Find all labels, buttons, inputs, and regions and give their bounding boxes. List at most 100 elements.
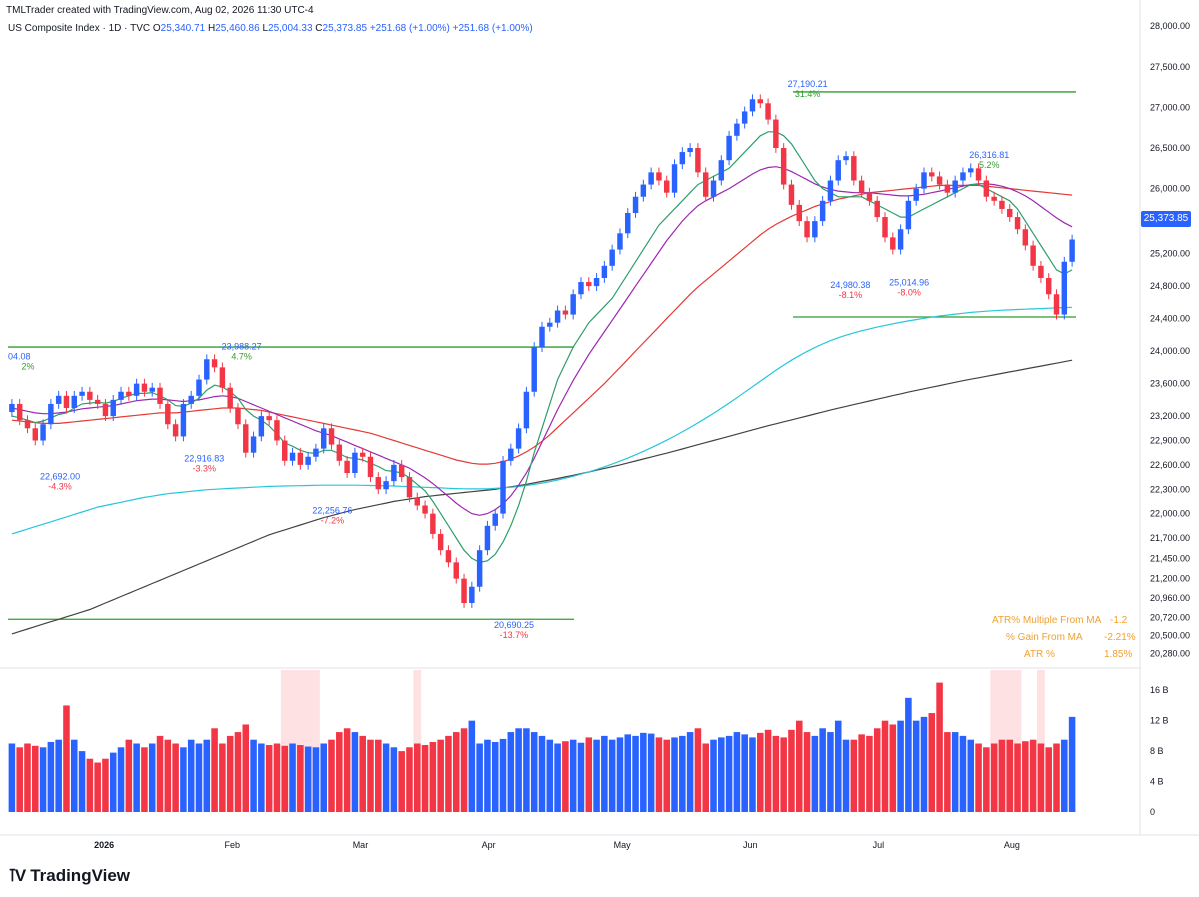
candle-body [866, 192, 873, 201]
volume-bar [718, 737, 725, 812]
volume-bar [102, 758, 109, 812]
volume-bar [211, 728, 218, 812]
volume-bar [842, 739, 850, 812]
volume-bar [375, 739, 382, 812]
candle-body [1038, 265, 1044, 278]
volume-tick-label: 8 B [1150, 746, 1164, 756]
candle-body [235, 408, 241, 425]
price-tick-label: 20,960.00 [1150, 593, 1190, 603]
volume-bar [390, 747, 398, 812]
candle-body [531, 347, 537, 392]
volume-bar [273, 743, 281, 812]
candle-body [734, 123, 740, 136]
candle-body [968, 168, 974, 173]
volume-bar [686, 732, 694, 812]
volume-bar [452, 732, 460, 812]
candle-body [702, 172, 709, 197]
candle-body [313, 448, 319, 457]
time-tick-label: Apr [482, 840, 496, 850]
candle-body [991, 196, 997, 201]
volume-bar [912, 720, 920, 812]
volume-bar [655, 737, 663, 812]
swing-pct-label: -8.0% [897, 287, 921, 297]
price-tick-label: 22,300.00 [1150, 484, 1190, 494]
swing-price-label: 23,988.27 [222, 342, 262, 352]
atr-pct-label: ATR % [1024, 649, 1055, 660]
volume-bar [460, 728, 468, 812]
volume-bar [1053, 743, 1060, 812]
candle-body [149, 387, 155, 392]
candle-body [32, 428, 39, 441]
volume-bar [281, 745, 289, 812]
volume-bar [772, 735, 780, 812]
candle-body [196, 379, 202, 396]
candle-body [243, 424, 249, 453]
candle-body [352, 452, 358, 473]
candle-body [983, 180, 990, 197]
candle-body [819, 200, 826, 222]
candle-body [554, 310, 561, 323]
candle-body [266, 416, 272, 421]
candle-body [632, 196, 639, 213]
candle-body [796, 204, 802, 222]
volume-bar [983, 747, 990, 812]
close-label: C [315, 23, 323, 34]
candle-body [617, 233, 623, 250]
candle-body [578, 282, 584, 295]
candle-body [1030, 245, 1036, 266]
volume-bar [398, 751, 405, 812]
candle-body [640, 184, 647, 197]
candle-body [484, 525, 491, 551]
volume-bar [944, 732, 951, 812]
candle-body [710, 180, 717, 197]
time-tick-label: 2026 [94, 840, 114, 850]
last-price-tag: 25,373.85 [1141, 211, 1191, 227]
candle-body [437, 533, 444, 551]
candle-body [492, 513, 498, 526]
tradingview-logo[interactable]: ⊺V TradingView [8, 866, 130, 886]
volume-bar [663, 739, 671, 812]
volume-bar [1022, 741, 1029, 812]
candle-body [515, 428, 522, 449]
tradingview-logo-icon: ⊺V [8, 866, 26, 885]
volume-bar [1029, 739, 1037, 812]
candle-body [118, 391, 124, 400]
candle-body [375, 477, 382, 490]
change-value: +251.68 (+1.00%) [369, 23, 450, 34]
candle-body [601, 265, 608, 278]
candle-body [695, 148, 701, 173]
volume-bar [148, 743, 156, 812]
volume-bar [959, 735, 967, 812]
candle-body [133, 383, 140, 396]
volume-bar [562, 741, 569, 812]
volume-bar [975, 743, 982, 812]
volume-bar [413, 743, 421, 812]
symbol-label[interactable]: US Composite Index · 1D · TVC [8, 23, 151, 34]
time-tick-label: Jun [743, 840, 758, 850]
candle-body [55, 395, 62, 404]
volume-bar [757, 732, 764, 812]
volume-bar [881, 720, 889, 812]
volume-bar [406, 747, 413, 812]
volume-bar [55, 739, 62, 812]
volume-bar [421, 745, 429, 812]
volume-bar [850, 739, 858, 812]
volume-bar [63, 705, 70, 812]
volume-bar [554, 743, 561, 812]
swing-price-label: 25,014.96 [889, 277, 929, 287]
volume-bar [764, 729, 772, 812]
ma150-line [11, 306, 1073, 535]
volume-bar [39, 747, 47, 812]
candle-body [718, 160, 725, 181]
low-label: L [262, 23, 269, 34]
volume-bar [569, 739, 577, 812]
volume-bar [8, 743, 16, 812]
candle-body [944, 184, 951, 193]
change-value-2: +251.68 (+1.00%) [452, 23, 533, 34]
candle-body [71, 395, 77, 408]
candle-body [921, 172, 927, 189]
price-tick-label: 23,200.00 [1150, 411, 1190, 421]
volume-bar [359, 735, 366, 812]
candle-body [1053, 294, 1060, 315]
